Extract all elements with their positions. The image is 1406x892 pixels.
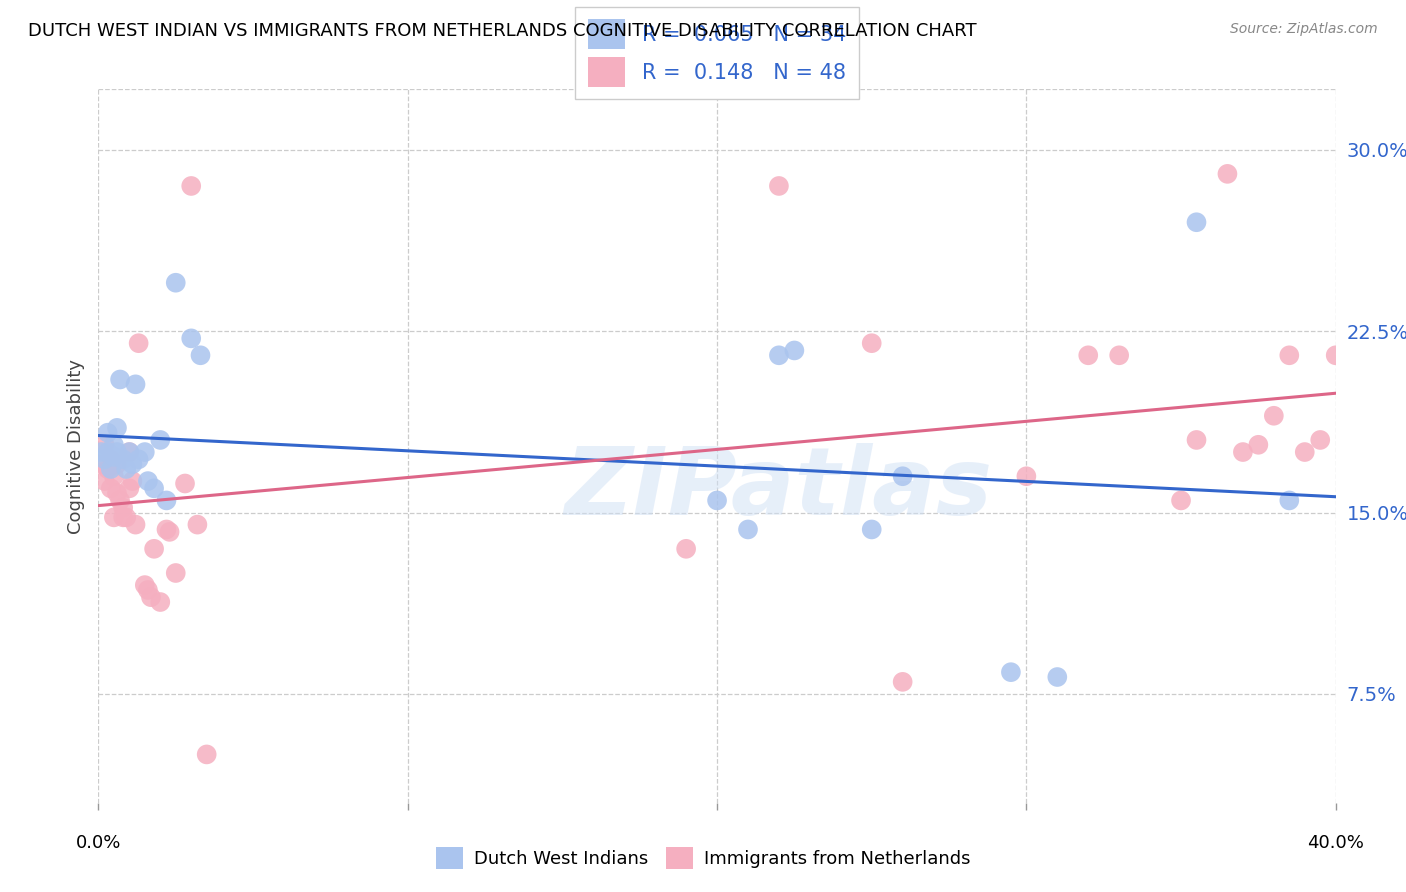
Point (124, 517, 146, 532)
Point (180, 331, 202, 345)
Point (768, 348, 790, 362)
Point (121, 457, 143, 471)
Text: Source: ZipAtlas.com: Source: ZipAtlas.com (1230, 22, 1378, 37)
Text: 0.0%: 0.0% (76, 834, 121, 852)
Point (1309, 433, 1331, 447)
Point (128, 336, 150, 351)
Point (190, 348, 212, 362)
Point (136, 582, 159, 597)
Point (97, 445, 120, 459)
Point (105, 445, 128, 459)
Point (121, 474, 143, 488)
Point (112, 500, 135, 515)
Point (1015, 469, 1038, 483)
Point (1077, 348, 1099, 362)
Point (108, 493, 131, 508)
Point (100, 452, 122, 467)
Point (118, 481, 141, 495)
Text: DUTCH WEST INDIAN VS IMMIGRANTS FROM NETHERLANDS COGNITIVE DISABILITY CORRELATIO: DUTCH WEST INDIAN VS IMMIGRANTS FROM NET… (28, 22, 977, 40)
Point (1185, 215, 1208, 229)
Point (165, 276, 187, 290)
Point (143, 481, 166, 495)
Point (675, 541, 697, 556)
Point (90, 445, 112, 459)
Text: ZIPatlas: ZIPatlas (565, 442, 993, 535)
Point (155, 493, 177, 508)
Point (124, 377, 146, 392)
Point (1278, 348, 1301, 362)
Point (103, 450, 125, 464)
Point (103, 438, 125, 452)
Point (105, 421, 128, 435)
Point (105, 486, 128, 500)
Point (97, 462, 120, 476)
Point (174, 476, 197, 491)
Point (783, 343, 806, 358)
Point (1294, 445, 1316, 459)
Point (100, 462, 122, 476)
Point (860, 523, 883, 537)
Point (112, 510, 135, 524)
Point (105, 457, 128, 471)
Point (1263, 409, 1285, 423)
Point (93, 452, 115, 467)
Text: 40.0%: 40.0% (1308, 834, 1364, 852)
Point (165, 566, 187, 580)
Point (93, 474, 115, 488)
Point (108, 372, 131, 386)
Point (195, 747, 218, 762)
Point (155, 523, 177, 537)
Point (186, 517, 208, 532)
Point (149, 595, 172, 609)
Point (1000, 665, 1022, 680)
Point (97, 425, 120, 440)
Point (891, 674, 914, 689)
Point (180, 178, 202, 193)
Point (860, 336, 883, 351)
Point (128, 452, 150, 467)
Point (149, 433, 172, 447)
Point (136, 474, 159, 488)
Y-axis label: Cognitive Disability: Cognitive Disability (66, 359, 84, 533)
Point (891, 469, 914, 483)
Point (112, 452, 135, 467)
Point (1278, 493, 1301, 508)
Point (1324, 348, 1347, 362)
Legend: R =  0.065   N = 34, R =  0.148   N = 48: R = 0.065 N = 34, R = 0.148 N = 48 (575, 7, 859, 99)
Point (1170, 493, 1192, 508)
Point (118, 445, 141, 459)
Point (103, 510, 125, 524)
Point (118, 445, 141, 459)
Point (134, 578, 156, 592)
Point (139, 590, 162, 604)
Point (159, 524, 181, 539)
Point (100, 481, 122, 495)
Point (93, 438, 115, 452)
Point (143, 541, 166, 556)
Point (1185, 433, 1208, 447)
Point (737, 523, 759, 537)
Point (134, 445, 156, 459)
Point (115, 510, 138, 524)
Point (1046, 670, 1069, 684)
Point (103, 469, 125, 483)
Point (1216, 167, 1239, 181)
Point (1247, 438, 1270, 452)
Point (90, 457, 112, 471)
Point (1108, 348, 1130, 362)
Point (1232, 445, 1254, 459)
Point (115, 462, 138, 476)
Point (768, 178, 790, 193)
Legend: Dutch West Indians, Immigrants from Netherlands: Dutch West Indians, Immigrants from Neth… (426, 838, 980, 879)
Point (706, 493, 728, 508)
